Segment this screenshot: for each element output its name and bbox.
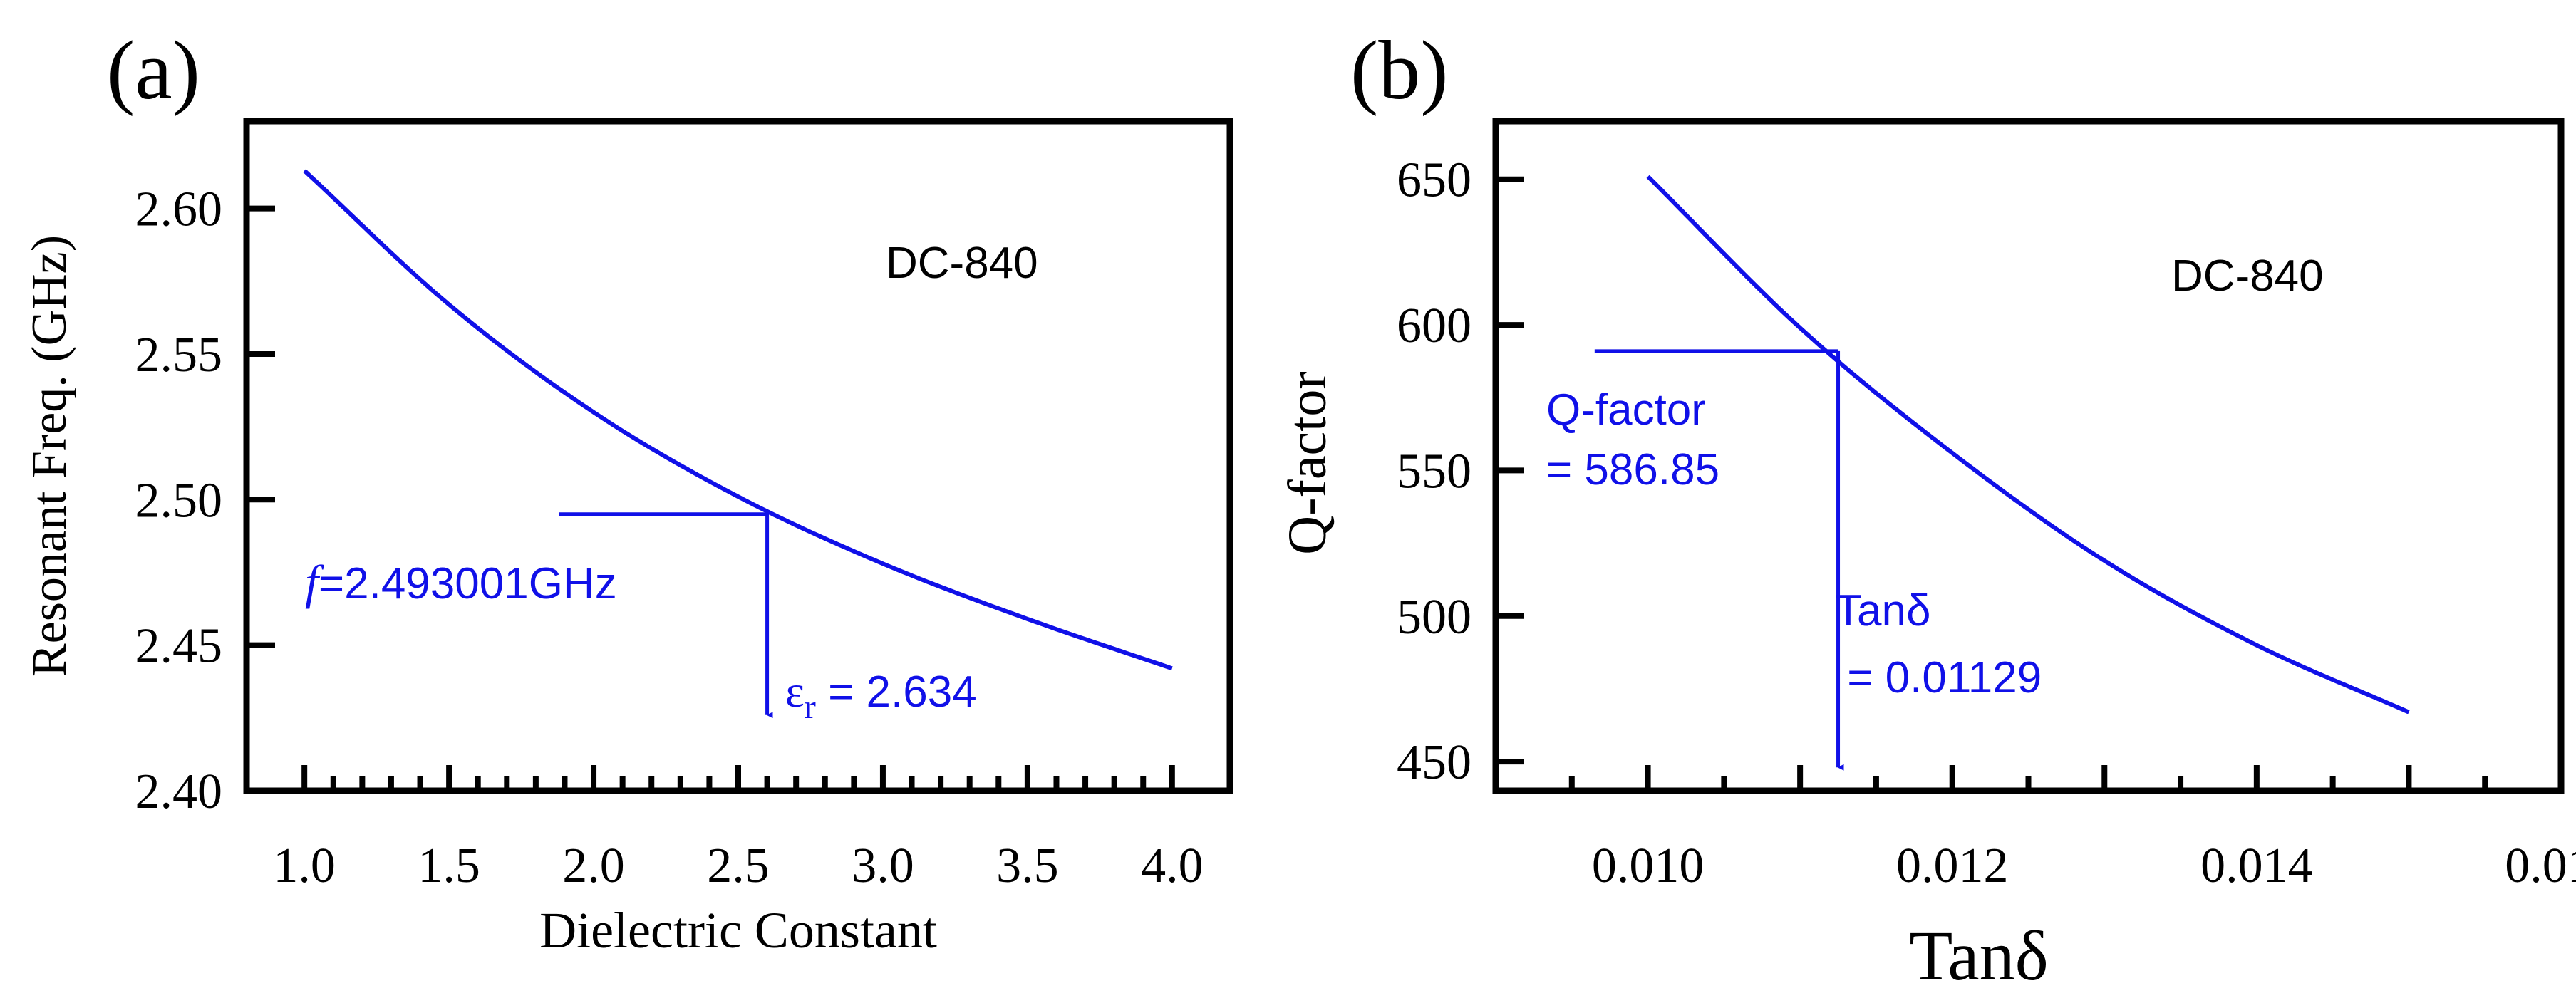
panel-a-plot-frame	[243, 118, 1233, 794]
panel-a-annotation: DC-840	[886, 239, 1038, 288]
y-tick-label: 650	[1397, 153, 1471, 208]
panel-a-marker-value: =2.493001GHz	[319, 559, 617, 608]
panel-a-ticks	[247, 205, 1175, 794]
panel-a-y-tick-labels: 2.40 2.45 2.50 2.55 2.60	[135, 182, 223, 819]
x-tick-label: 0.014	[2200, 838, 2313, 893]
y-tick-label: 2.45	[135, 619, 223, 674]
x-tick-label: 0.012	[1896, 838, 2009, 893]
y-tick-label: 450	[1397, 735, 1471, 790]
panel-b-y-axis-label: Q-factor	[1278, 371, 1338, 554]
y-tick-label: 550	[1397, 444, 1471, 499]
x-tick-label: 0.010	[1592, 838, 1705, 893]
panel-b-plot-frame	[1492, 118, 2565, 794]
panel-a-x-axis-label: Dielectric Constant	[539, 902, 937, 959]
panel-a-y-axis-label: Resonant Freq. (GHz)	[22, 235, 77, 677]
panel-b-label: (b)	[1350, 24, 1449, 117]
panel-a-label: (a)	[107, 24, 200, 117]
panel-b-x-axis-label: Tanδ	[1909, 916, 2049, 995]
panel-b-ticks	[1496, 176, 2488, 791]
panel-b-marker-result-line2: = 0.01129	[1835, 653, 2042, 702]
panel-a-marker-label: f=2.493001GHz	[305, 555, 617, 609]
y-tick-label: 2.55	[135, 328, 223, 383]
panel-a-epsilon-subscript: r	[805, 688, 816, 726]
y-tick-label: 600	[1397, 298, 1471, 353]
x-tick-label: 1.0	[273, 838, 336, 893]
panel-b-marker-label-line2: = 586.85	[1546, 445, 1719, 494]
panel-b-series-line	[1646, 175, 2410, 714]
panel-a-epsilon-symbol: ε	[785, 666, 805, 717]
x-tick-label: 3.5	[996, 838, 1059, 893]
panel-a-marker-result: εr = 2.634	[785, 666, 977, 726]
x-tick-label: 1.5	[418, 838, 480, 893]
panel-b-marker-result-line1: Tanδ	[1835, 586, 1930, 635]
panel-a-epsilon-value: = 2.634	[816, 667, 977, 717]
x-tick-label: 0.016	[2505, 838, 2576, 893]
panel-a-series-line	[303, 169, 1173, 671]
y-tick-label: 500	[1397, 590, 1471, 645]
panel-a: (a) 1.0 1.5 2.0 2.5 3.0 3.5 4.0 2.402.452.502.…	[22, 24, 1233, 959]
x-tick-label: 4.0	[1141, 838, 1204, 893]
panel-b: (b) 0.010 0.012 0.014 0.016 450 500 550 600 650…	[1278, 24, 2576, 995]
x-tick-label: 2.5	[707, 838, 770, 893]
x-tick-label: 3.0	[852, 838, 914, 893]
panel-b-y-tick-labels: 450 500 550 600 650	[1397, 153, 1471, 790]
y-tick-label: 2.60	[135, 182, 223, 237]
x-tick-label: 2.0	[562, 838, 625, 893]
y-tick-label: 2.40	[135, 764, 223, 819]
y-tick-label: 2.50	[135, 473, 223, 528]
panel-b-marker-label-line1: Q-factor	[1546, 385, 1706, 435]
panel-b-annotation: DC-840	[2171, 251, 2324, 301]
panel-a-x-tick-labels: 1.0 1.5 2.0 2.5 3.0 3.5 4.0	[273, 838, 1203, 893]
panel-b-x-tick-labels: 0.010 0.012 0.014 0.016	[1592, 838, 2576, 893]
